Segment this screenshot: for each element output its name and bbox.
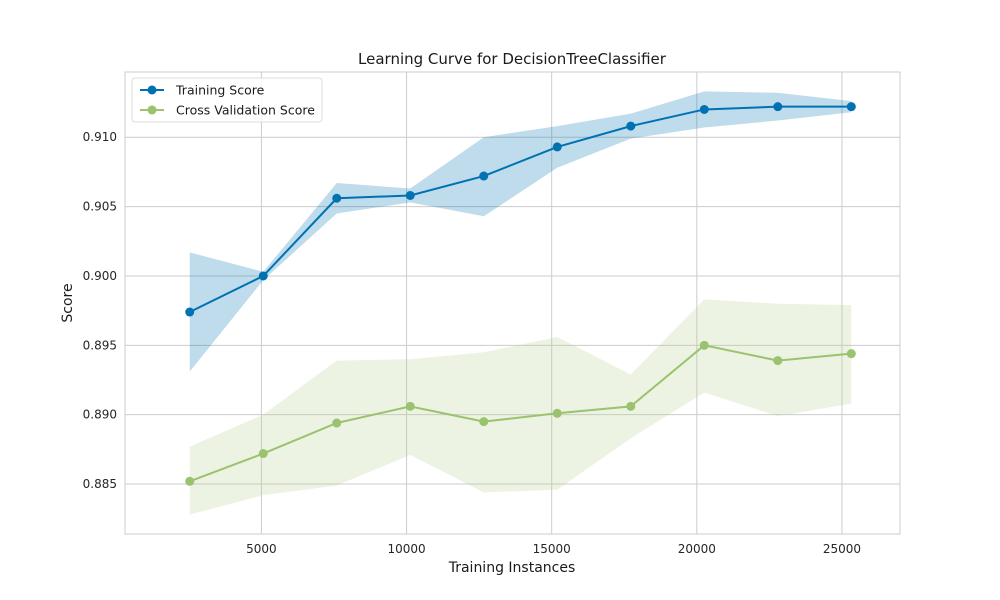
training-score-point xyxy=(846,102,856,112)
y-tick-label: 0.890 xyxy=(83,408,117,422)
cross-validation-score-point xyxy=(773,356,783,366)
x-axis-label: Training Instances xyxy=(448,560,576,576)
training-score-band xyxy=(189,91,852,372)
training-score-point xyxy=(258,271,268,281)
cross-validation-score-point xyxy=(258,449,268,459)
cross-validation-score-line xyxy=(189,344,852,483)
training-score-point xyxy=(405,190,415,200)
x-tick-label: 25000 xyxy=(823,542,861,556)
y-axis-label: Score xyxy=(60,283,76,322)
x-tick-label: 15000 xyxy=(533,542,571,556)
y-tick-label: 0.885 xyxy=(83,477,117,491)
chart-title: Learning Curve for DecisionTreeClassifie… xyxy=(358,50,667,68)
x-axis-ticks: 5000 10000 15000 20000 25000 xyxy=(246,542,861,556)
training-score-point xyxy=(185,307,195,317)
y-tick-label: 0.900 xyxy=(83,269,117,283)
score-points xyxy=(185,102,856,486)
y-tick-label: 0.895 xyxy=(83,338,117,352)
training-score-point xyxy=(332,193,342,203)
training-score-point xyxy=(479,171,489,181)
cross-validation-score-point xyxy=(185,476,195,486)
x-tick-label: 10000 xyxy=(387,542,425,556)
cross-validation-score-legend-marker xyxy=(147,105,157,115)
training-score-legend-marker xyxy=(147,85,157,95)
x-tick-label: 5000 xyxy=(246,542,277,556)
y-tick-label: 0.910 xyxy=(83,130,117,144)
score-bands xyxy=(189,91,852,515)
score-lines xyxy=(189,105,852,483)
x-tick-label: 20000 xyxy=(678,542,716,556)
training-score-point xyxy=(773,102,783,112)
cross-validation-score-point xyxy=(846,349,856,359)
cross-validation-score-point xyxy=(479,417,489,427)
training-score-point xyxy=(552,142,562,152)
y-tick-label: 0.905 xyxy=(83,200,117,214)
cross-validation-score-point xyxy=(332,418,342,428)
cross-validation-score-point xyxy=(405,401,415,411)
legend: Training Score Cross Validation Score xyxy=(131,77,323,123)
cross-validation-score-legend-label: Cross Validation Score xyxy=(176,103,315,118)
cross-validation-score-band xyxy=(189,299,852,515)
cross-validation-score-point xyxy=(699,340,709,350)
cross-validation-score-point xyxy=(626,401,636,411)
legend-box xyxy=(131,77,323,123)
y-axis-ticks: 0.885 0.890 0.895 0.900 0.905 0.910 xyxy=(83,130,117,491)
training-score-legend-label: Training Score xyxy=(175,83,265,98)
cross-validation-score-point xyxy=(552,408,562,418)
training-score-point xyxy=(699,104,709,114)
training-score-line xyxy=(189,105,852,313)
training-score-point xyxy=(626,121,636,131)
